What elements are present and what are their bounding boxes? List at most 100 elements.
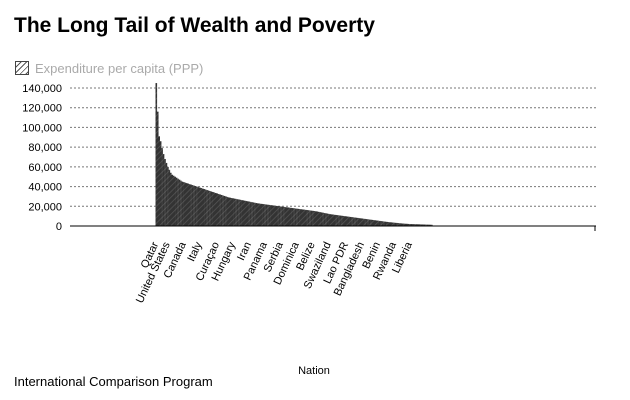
legend-label: Expenditure per capita (PPP)	[35, 60, 204, 76]
bar	[203, 189, 205, 226]
bar	[194, 186, 197, 226]
bar	[410, 224, 413, 226]
bar	[400, 223, 403, 226]
bar	[393, 222, 395, 226]
legend: Expenditure per capita (PPP)	[15, 60, 203, 76]
bar	[381, 221, 384, 226]
bar	[374, 220, 377, 226]
bar	[258, 203, 261, 226]
y-tick-label: 80,000	[28, 142, 62, 154]
bar	[388, 222, 391, 226]
bar	[209, 191, 211, 226]
bar	[206, 190, 208, 226]
bar	[425, 224, 427, 226]
bar	[162, 154, 165, 226]
bar	[417, 224, 420, 226]
bar	[180, 180, 182, 226]
bar	[404, 223, 407, 226]
bars	[155, 83, 433, 226]
bar	[332, 214, 334, 226]
bar	[267, 204, 269, 226]
bar	[188, 184, 191, 226]
bar	[236, 199, 239, 226]
bar	[193, 185, 195, 226]
bar	[415, 224, 417, 226]
bar	[284, 207, 287, 226]
bar	[397, 223, 400, 226]
bar	[338, 215, 340, 226]
bar	[222, 195, 224, 226]
legend-swatch	[15, 61, 29, 75]
bar	[213, 192, 216, 226]
bar	[204, 189, 207, 226]
bar	[212, 191, 214, 226]
bar	[243, 200, 246, 226]
bar	[297, 208, 300, 226]
source-note: International Comparison Program	[14, 374, 213, 389]
bar	[245, 200, 247, 226]
bar	[362, 218, 365, 226]
bar	[378, 220, 381, 226]
bar	[274, 205, 276, 226]
bar	[233, 198, 236, 226]
bar	[226, 196, 229, 226]
bar	[373, 220, 375, 226]
bar	[349, 216, 352, 226]
bar	[413, 224, 416, 226]
bar	[255, 203, 258, 226]
x-axis	[70, 225, 596, 231]
bar	[339, 215, 342, 226]
bar	[270, 205, 272, 226]
bar	[310, 210, 313, 226]
bar	[359, 218, 362, 226]
bar	[419, 224, 421, 226]
bar	[313, 211, 316, 226]
bar	[201, 188, 204, 226]
chart-title: The Long Tail of Wealth and Poverty	[14, 14, 375, 37]
bar	[351, 217, 353, 226]
bar	[271, 205, 274, 226]
bar	[164, 158, 166, 226]
y-axis-ticks: 0 20,000 40,000 60,000 80,000 100,000 120,000 1…	[22, 83, 62, 233]
bar	[230, 198, 233, 226]
bar	[275, 205, 278, 226]
bar	[341, 215, 343, 226]
bar	[174, 176, 176, 226]
bar	[333, 214, 336, 226]
bar	[239, 199, 242, 226]
bar	[191, 185, 194, 226]
bar	[242, 200, 245, 226]
bar	[225, 196, 227, 226]
bar	[345, 216, 348, 226]
bar	[278, 206, 281, 226]
bar	[171, 174, 174, 226]
bar	[322, 212, 324, 226]
bar	[238, 199, 240, 226]
bar	[403, 223, 406, 226]
y-tick-label: 120,000	[22, 103, 62, 115]
bar	[367, 219, 369, 226]
y-tick-label: 40,000	[28, 182, 62, 194]
bar	[428, 224, 430, 226]
bar	[390, 222, 392, 226]
bar	[326, 213, 329, 226]
bar	[210, 191, 213, 226]
bar	[320, 212, 323, 226]
bar	[159, 141, 162, 226]
bar	[232, 198, 234, 226]
bar	[249, 201, 252, 226]
bar	[306, 210, 308, 226]
bar	[348, 216, 350, 226]
bar	[184, 182, 187, 226]
bar	[399, 223, 401, 226]
bar	[183, 182, 185, 226]
bar	[281, 206, 284, 226]
bar	[352, 217, 355, 226]
bar	[429, 224, 432, 226]
bar	[422, 224, 424, 226]
bar	[312, 210, 314, 226]
bar	[317, 211, 320, 226]
bar	[344, 216, 346, 226]
bar	[290, 207, 292, 226]
bar	[175, 177, 178, 226]
